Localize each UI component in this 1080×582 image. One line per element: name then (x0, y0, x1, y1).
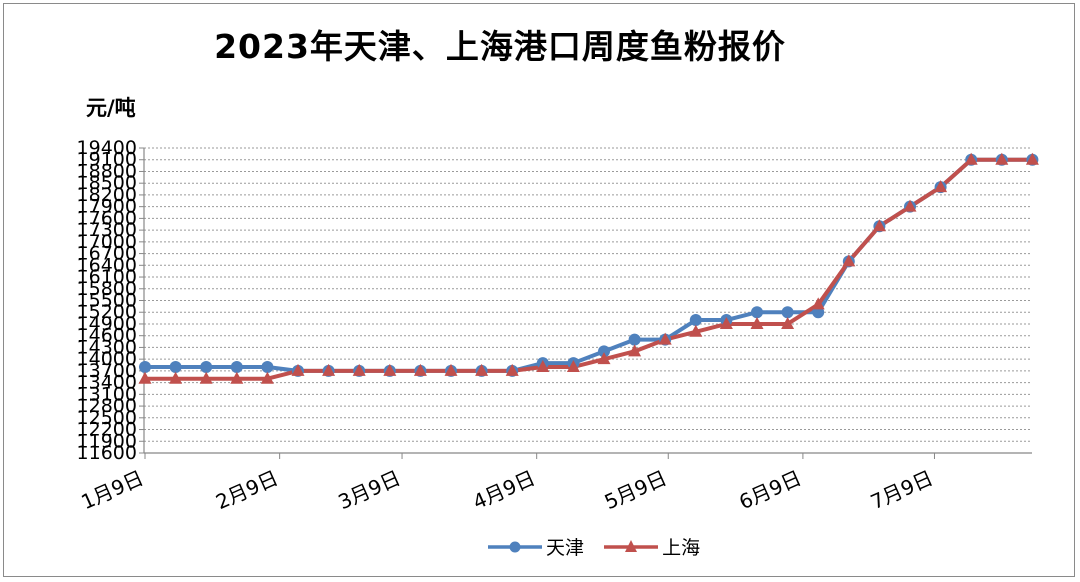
data-point-1 (383, 363, 397, 376)
series-group (138, 152, 1039, 384)
x-tick-label: 1月9日 (77, 466, 147, 515)
y-tick-label: 17600 (77, 207, 137, 229)
data-point-1 (719, 316, 733, 329)
data-point-1 (781, 316, 795, 329)
data-point-1 (322, 363, 336, 376)
data-point-1 (138, 371, 152, 384)
x-tick-label: 3月9日 (335, 466, 405, 515)
y-tick-label: 17900 (77, 196, 137, 218)
y-tick-label: 15500 (77, 290, 137, 312)
data-point-0 (200, 360, 213, 373)
y-tick-label: 15800 (77, 278, 137, 300)
data-point-0 (628, 333, 641, 346)
data-point-1 (872, 219, 886, 232)
data-point-0 (230, 360, 243, 373)
legend-item-shanghai: 上海 (604, 533, 700, 560)
data-point-1 (536, 359, 550, 372)
y-tick-label: 17300 (77, 219, 137, 241)
y-tick-label: 13700 (77, 360, 137, 382)
axes (139, 147, 1032, 459)
data-point-1 (811, 297, 825, 310)
data-point-0 (751, 306, 763, 319)
y-tick-label: 12500 (77, 407, 137, 429)
y-tick-label: 14300 (77, 336, 137, 358)
series-line-1 (145, 157, 1033, 381)
legend-item-tianjin: 天津 (488, 533, 584, 560)
data-point-1 (291, 363, 305, 376)
y-tick-label: 13400 (77, 372, 137, 394)
data-point-1 (505, 363, 519, 376)
data-point-1 (964, 152, 978, 165)
data-point-1 (352, 363, 366, 376)
legend-swatch-triangle-icon (604, 539, 659, 552)
data-point-0 (781, 306, 794, 319)
y-tick-label: 14000 (77, 348, 137, 370)
data-point-1 (413, 363, 427, 376)
x-tick-label: 6月9日 (735, 466, 805, 515)
y-tick-label: 12200 (77, 419, 137, 441)
y-tick-label: 14600 (77, 325, 137, 347)
data-point-1 (444, 363, 458, 376)
y-tick-label: 11900 (77, 430, 137, 452)
data-point-0 (169, 360, 182, 373)
data-point-1 (658, 332, 672, 345)
data-point-1 (597, 352, 611, 365)
y-tick-label: 16400 (77, 254, 137, 276)
data-point-0 (261, 360, 274, 373)
x-tick-label: 5月9日 (601, 466, 671, 515)
data-point-1 (628, 344, 642, 357)
data-point-0 (139, 360, 151, 373)
x-axis-ticks: 1月9日 2月9日 3月9日 4月9日 5月9日 6月9日 7月9日 (77, 466, 936, 515)
data-point-1 (260, 371, 274, 384)
y-tick-label: 18500 (77, 172, 137, 194)
data-point-0 (598, 345, 610, 358)
x-tick-label: 7月9日 (867, 466, 937, 515)
data-point-1 (475, 363, 489, 376)
y-tick-label: 14900 (77, 313, 137, 335)
legend-label-tianjin: 天津 (546, 537, 585, 559)
data-point-1 (842, 254, 856, 267)
data-point-1 (169, 371, 183, 384)
data-point-1 (903, 199, 917, 212)
y-tick-label: 11600 (77, 442, 137, 464)
y-tick-label: 13100 (77, 383, 137, 405)
y-tick-label: 15200 (77, 301, 137, 323)
y-tick-label: 18800 (77, 160, 137, 182)
data-point-1 (566, 359, 580, 372)
y-tick-label: 16700 (77, 243, 137, 265)
y-tick-label: 17000 (77, 231, 137, 253)
y-axis-ticks: 1160011900122001250012800131001340013700… (77, 137, 137, 464)
y-axis-unit-label: 元/吨 (86, 96, 136, 120)
y-tick-label: 19100 (77, 149, 137, 171)
y-tick-label: 12800 (77, 395, 137, 417)
data-point-1 (230, 371, 244, 384)
data-point-1 (199, 371, 213, 384)
data-point-1 (995, 152, 1009, 165)
y-tick-label: 16100 (77, 266, 137, 288)
chart-title: 2023年天津、上海港口周度鱼粉报价 (214, 27, 786, 66)
data-point-1 (934, 180, 948, 193)
data-point-1 (1025, 152, 1039, 165)
data-point-1 (689, 324, 703, 337)
data-point-1 (750, 316, 764, 329)
x-tick-label: 4月9日 (469, 466, 539, 515)
x-tick-label: 2月9日 (212, 466, 282, 515)
legend-label-shanghai: 上海 (662, 537, 701, 559)
data-point-0 (689, 314, 702, 327)
y-tick-label: 18200 (77, 184, 137, 206)
gridlines (144, 147, 1032, 442)
legend-swatch-circle-icon (488, 541, 542, 552)
chart-frame (3, 3, 1075, 577)
legend: 天津 上海 (488, 533, 714, 560)
y-tick-label: 19400 (77, 137, 137, 159)
